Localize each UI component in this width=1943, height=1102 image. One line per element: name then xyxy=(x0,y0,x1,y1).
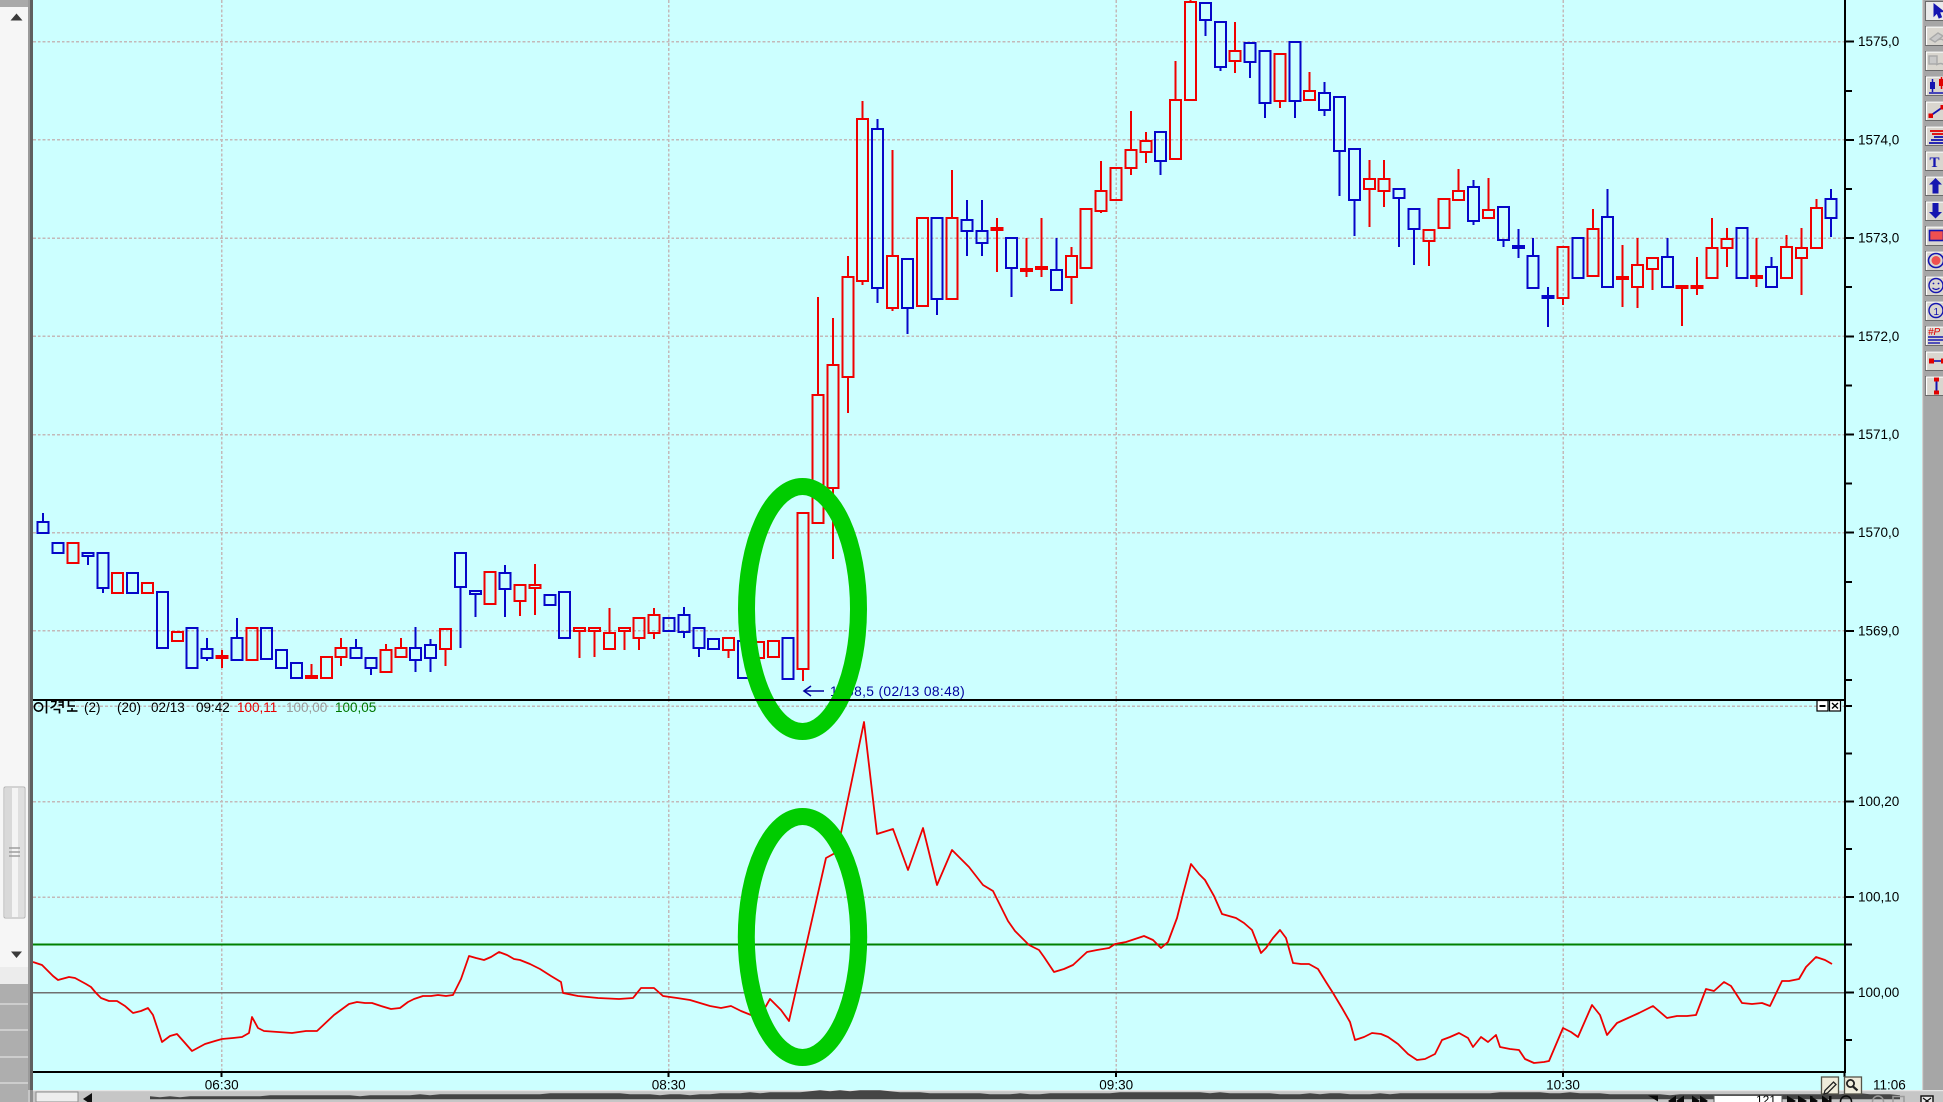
svg-text:(2): (2) xyxy=(84,700,101,715)
svg-text:121: 121 xyxy=(1756,1093,1776,1102)
svg-text:08:30: 08:30 xyxy=(652,1078,686,1093)
svg-text:09:42: 09:42 xyxy=(196,700,230,715)
svg-text:#P: #P xyxy=(1928,327,1941,338)
svg-text:06:30: 06:30 xyxy=(205,1078,239,1093)
svg-text:100,05: 100,05 xyxy=(335,700,376,715)
svg-text:09:30: 09:30 xyxy=(1099,1078,1133,1093)
svg-text:1575,0: 1575,0 xyxy=(1858,34,1899,49)
svg-text:1570,0: 1570,0 xyxy=(1858,525,1899,540)
svg-text:1573,0: 1573,0 xyxy=(1858,231,1899,246)
svg-text:(20): (20) xyxy=(117,700,141,715)
svg-text:100,10: 100,10 xyxy=(1858,890,1899,905)
svg-text:1569,0: 1569,0 xyxy=(1858,623,1899,638)
svg-text:100,00: 100,00 xyxy=(286,700,327,715)
svg-text:1: 1 xyxy=(1934,307,1940,318)
svg-text:1568,5 (02/13 08:48): 1568,5 (02/13 08:48) xyxy=(830,684,965,699)
svg-text:1572,0: 1572,0 xyxy=(1858,329,1899,344)
svg-text:T: T xyxy=(1930,155,1940,171)
svg-text:100,20: 100,20 xyxy=(1858,794,1899,809)
svg-text:02/13: 02/13 xyxy=(151,700,185,715)
svg-text:100,11: 100,11 xyxy=(237,700,277,715)
svg-text:10:30: 10:30 xyxy=(1546,1078,1580,1093)
svg-text:1574,0: 1574,0 xyxy=(1858,132,1899,147)
svg-text:11:06: 11:06 xyxy=(1873,1078,1906,1093)
svg-text:1571,0: 1571,0 xyxy=(1858,427,1899,442)
svg-text:100,00: 100,00 xyxy=(1858,985,1899,1000)
